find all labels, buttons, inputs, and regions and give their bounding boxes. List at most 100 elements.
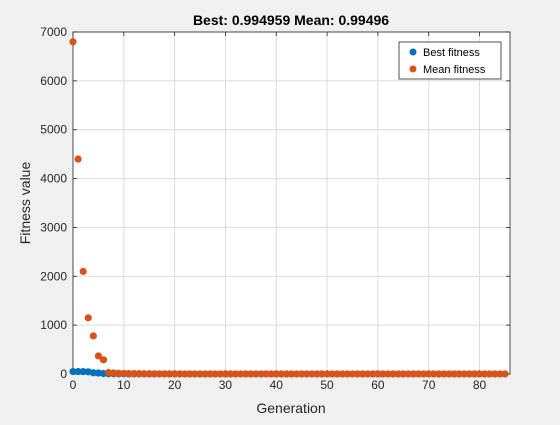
point-mean-fitness: [252, 370, 260, 378]
point-mean-fitness: [430, 370, 438, 378]
point-mean-fitness: [125, 369, 133, 378]
legend-box: [398, 41, 502, 80]
point-mean-fitness: [303, 370, 311, 378]
point-mean-fitness: [186, 370, 194, 378]
point-mean-fitness: [486, 370, 494, 378]
point-best-fitness: [79, 367, 87, 376]
point-mean-fitness: [257, 370, 265, 378]
point-mean-fitness: [176, 370, 184, 378]
point-mean-fitness: [435, 370, 443, 378]
y-tick-label: 5000: [40, 123, 67, 137]
y-tick-label: 6000: [40, 74, 67, 88]
x-tick-label: 70: [422, 378, 436, 392]
y-tick-label: 2000: [40, 269, 67, 283]
point-mean-fitness: [211, 370, 219, 378]
point-mean-fitness: [282, 370, 291, 378]
point-mean-fitness: [318, 370, 326, 378]
point-mean-fitness: [232, 370, 240, 378]
point-mean-fitness: [384, 370, 392, 378]
point-mean-fitness: [145, 370, 153, 378]
data-points: [69, 38, 509, 378]
point-mean-fitness: [277, 370, 285, 378]
point-mean-fitness: [450, 370, 458, 378]
point-mean-fitness: [480, 370, 489, 378]
x-tick-label: 0: [70, 378, 77, 392]
y-tick-label: 3000: [40, 220, 67, 234]
point-mean-fitness: [323, 370, 331, 378]
point-mean-fitness: [262, 370, 270, 378]
point-mean-fitness: [181, 370, 189, 378]
point-best-fitness: [69, 367, 77, 376]
point-mean-fitness: [369, 370, 377, 378]
point-mean-fitness: [140, 370, 148, 378]
point-mean-fitness: [196, 370, 204, 378]
point-mean-fitness: [394, 370, 402, 378]
point-mean-fitness: [364, 370, 372, 378]
y-tick-label: 4000: [40, 172, 67, 186]
point-mean-fitness: [491, 370, 499, 378]
point-mean-fitness: [237, 370, 245, 378]
x-axis-label: Generation: [256, 400, 325, 416]
x-tick-label: 30: [219, 378, 233, 392]
point-mean-fitness: [135, 370, 143, 378]
chart-title: Best: 0.994959 Mean: 0.99496: [193, 12, 389, 28]
axes-background: [73, 32, 510, 374]
point-mean-fitness: [89, 332, 97, 340]
point-mean-fitness: [292, 370, 301, 378]
x-tick-label: 40: [270, 378, 284, 392]
point-mean-fitness: [201, 370, 209, 378]
point-mean-fitness: [247, 370, 255, 378]
point-mean-fitness: [420, 370, 428, 378]
point-mean-fitness: [460, 370, 468, 378]
y-tick-label: 7000: [40, 25, 67, 39]
point-mean-fitness: [155, 370, 163, 378]
point-mean-fitness: [445, 370, 453, 378]
point-mean-fitness: [94, 352, 103, 360]
point-mean-fitness: [115, 369, 123, 377]
point-mean-fitness: [267, 370, 275, 378]
point-mean-fitness: [171, 370, 179, 378]
point-mean-fitness: [206, 370, 214, 378]
point-mean-fitness: [455, 370, 463, 378]
point-mean-fitness: [465, 370, 473, 378]
point-mean-fitness: [110, 369, 118, 377]
point-mean-fitness: [409, 370, 418, 378]
point-mean-fitness: [414, 370, 423, 378]
point-mean-fitness: [374, 370, 382, 378]
legend-marker-mean-fitness: [409, 65, 417, 73]
point-mean-fitness: [74, 155, 82, 163]
point-mean-fitness: [99, 356, 108, 364]
point-mean-fitness: [440, 370, 448, 378]
y-axis-label: Fitness value: [17, 162, 33, 245]
point-mean-fitness: [69, 38, 77, 46]
point-mean-fitness: [343, 370, 351, 378]
legend-marker-best-fitness: [409, 48, 417, 56]
point-mean-fitness: [272, 370, 280, 378]
point-mean-fitness: [298, 370, 306, 378]
point-mean-fitness: [313, 370, 321, 378]
point-mean-fitness: [359, 370, 367, 378]
point-mean-fitness: [496, 370, 504, 378]
point-mean-fitness: [308, 370, 316, 378]
y-tick-label: 0: [60, 367, 67, 381]
point-mean-fitness: [404, 370, 412, 378]
point-mean-fitness: [120, 369, 128, 378]
point-mean-fitness: [79, 267, 87, 275]
x-tick-label: 80: [473, 378, 487, 392]
point-mean-fitness: [150, 370, 158, 378]
point-mean-fitness: [328, 370, 336, 378]
point-mean-fitness: [379, 370, 387, 378]
x-tick-label: 10: [117, 378, 131, 392]
point-mean-fitness: [221, 370, 230, 378]
point-mean-fitness: [348, 370, 357, 378]
x-tick-label: 60: [371, 378, 385, 392]
point-mean-fitness: [130, 370, 138, 378]
y-tick-label: 1000: [40, 318, 67, 332]
point-mean-fitness: [226, 370, 235, 378]
point-mean-fitness: [501, 370, 509, 378]
point-mean-fitness: [425, 370, 433, 378]
point-mean-fitness: [399, 370, 407, 378]
point-mean-fitness: [333, 370, 341, 378]
point-best-fitness: [74, 367, 82, 376]
